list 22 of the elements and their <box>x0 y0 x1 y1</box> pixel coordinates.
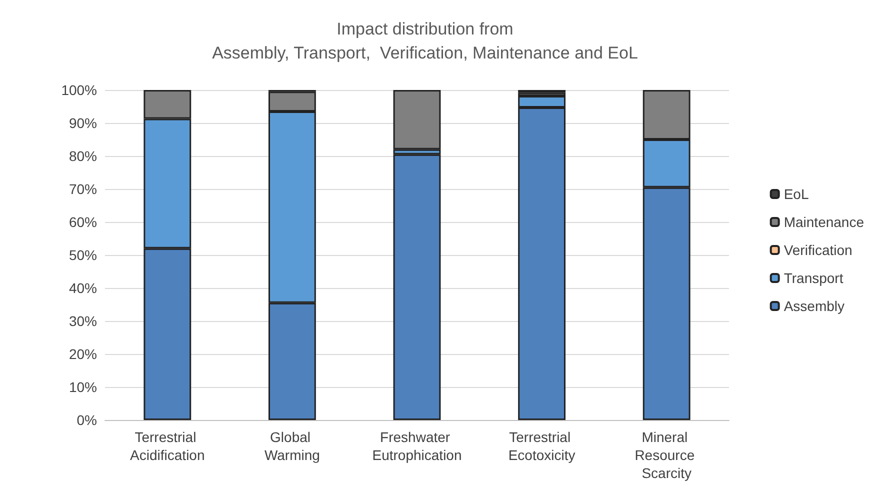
y-tick-label: 90% <box>68 115 97 131</box>
x-tick-label: Mineral Resource Scarcity <box>634 429 699 481</box>
y-tick-label: 80% <box>68 148 97 164</box>
chart-title: Impact distribution from Assembly, Transport, Verification, Maintenance and EoL <box>212 20 638 62</box>
x-tick-label: Terrestrial Ecotoxicity <box>508 429 576 463</box>
y-tick-label: 40% <box>68 280 97 296</box>
y-tick-label: 60% <box>68 214 97 230</box>
y-tick-label: 20% <box>68 346 97 362</box>
x-tick-label: Freshwater Eutrophication <box>372 429 462 463</box>
x-tick-label: Global Warming <box>264 429 320 463</box>
legend-label: Transport <box>784 270 844 286</box>
y-tick-label: 70% <box>68 181 97 197</box>
legend-label: Assembly <box>784 298 845 314</box>
y-tick-label: 100% <box>61 82 97 98</box>
y-tick-label: 30% <box>68 313 97 329</box>
x-tick-label: Terrestrial Acidification <box>130 429 205 463</box>
y-tick-label: 0% <box>76 412 97 428</box>
y-tick-label: 50% <box>68 247 97 263</box>
legend-label: Verification <box>784 242 852 258</box>
y-tick-label: 10% <box>68 379 97 395</box>
legend-label: Maintenance <box>784 214 864 230</box>
legend-label: EoL <box>784 186 809 202</box>
